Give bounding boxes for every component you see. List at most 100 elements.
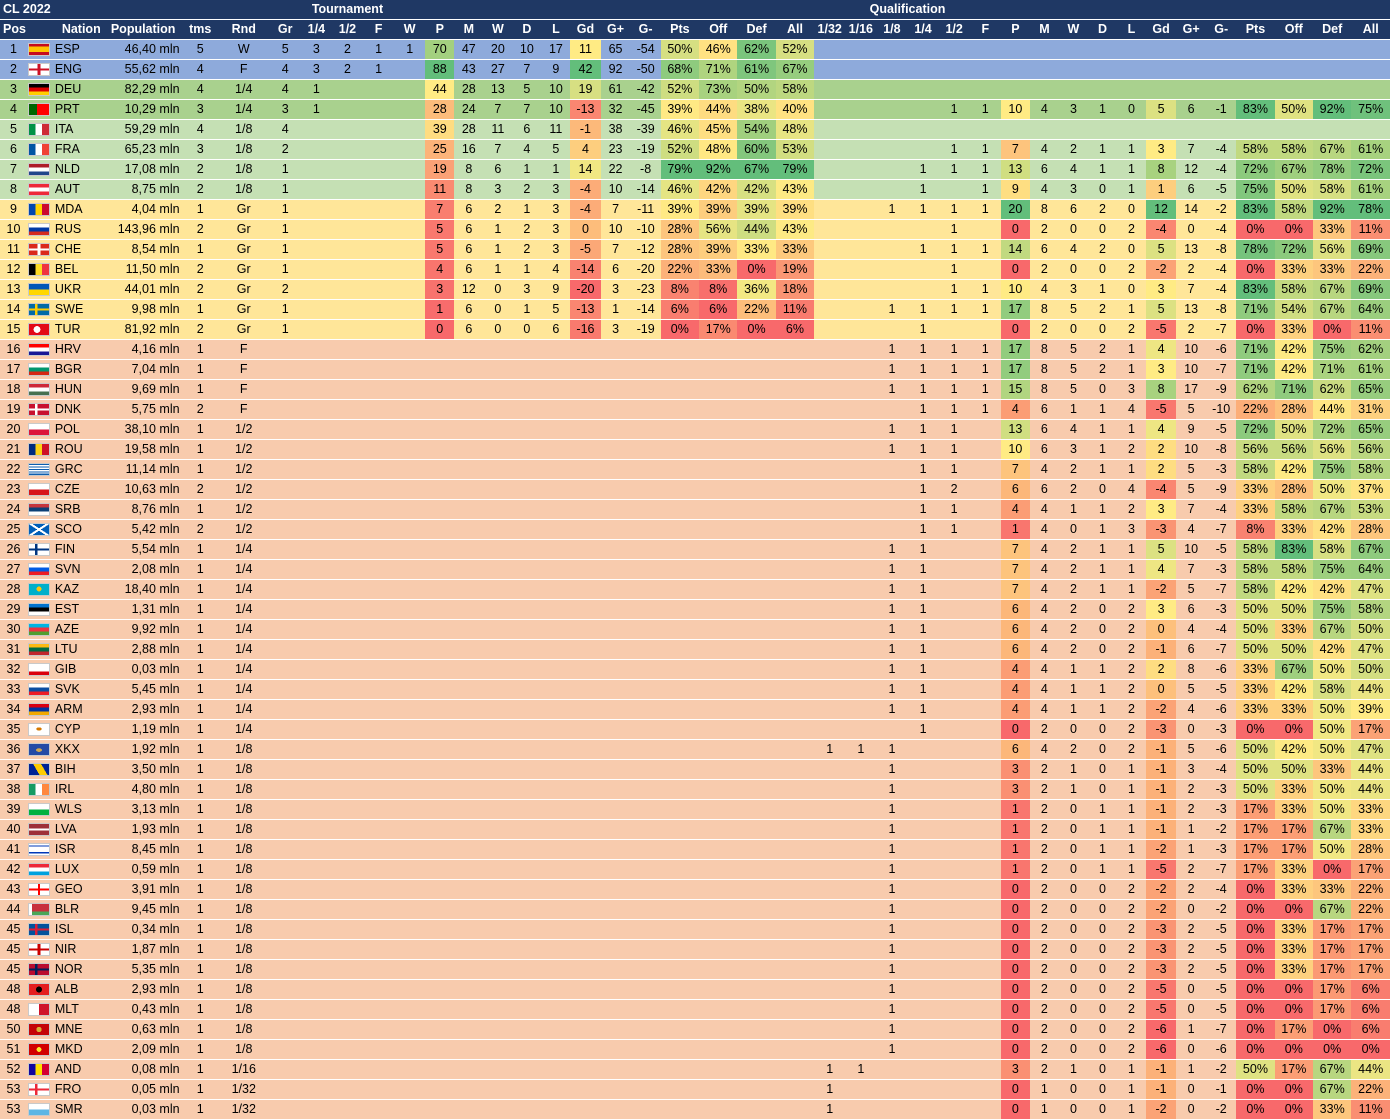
qualification-cell xyxy=(814,1039,846,1060)
qualification-cell xyxy=(1351,119,1390,140)
qualification-cell xyxy=(876,219,908,240)
tournament-cell xyxy=(269,839,301,860)
qualification-cell xyxy=(876,239,908,260)
pos-cell: 48 xyxy=(0,979,27,1000)
qualification-cell xyxy=(1116,39,1147,60)
population-cell: 143,96 mln xyxy=(103,219,183,240)
qualification-cell: 1 xyxy=(1116,559,1147,580)
tournament-cell xyxy=(775,999,815,1020)
pos-cell: 12 xyxy=(0,259,27,280)
tournament-cell xyxy=(630,799,661,820)
qualification-cell: 58% xyxy=(1274,139,1313,160)
column-header: 1/2 xyxy=(938,19,970,40)
qualification-cell xyxy=(845,59,877,80)
qualification-cell: 58% xyxy=(1236,559,1275,580)
tournament-cell xyxy=(775,799,815,820)
qualification-cell: -1 xyxy=(1146,1079,1177,1100)
table-row: 48 MLT 0,43 mln 1 1/8 1 0 2 0 0 2 -5 0 -5 0% 0% 17% 6% xyxy=(0,999,1390,1020)
tournament-cell xyxy=(541,1019,571,1040)
qualification-cell: 4 xyxy=(1146,559,1177,580)
qualification-cell: -4 xyxy=(1206,279,1237,300)
tournament-cell xyxy=(570,779,601,800)
qualification-cell: 0 xyxy=(1000,919,1030,940)
flag-sco-icon xyxy=(28,523,51,537)
column-header: L xyxy=(541,19,571,40)
tms-cell: 1 xyxy=(182,799,218,820)
flag-bih-icon xyxy=(28,763,51,777)
qualification-cell: 1 xyxy=(907,439,939,460)
tournament-cell: 6% xyxy=(699,299,738,320)
qualification-cell: 3 xyxy=(1116,379,1147,400)
qualification-cell: 2 xyxy=(1116,679,1147,700)
table-row: 15 TUR 81,92 mln 2 Gr 1 0 6 0 0 6 -16 3 -19 0% 17% 0% 6% 1… xyxy=(0,319,1390,340)
table-row: 2 ENG 55,62 mln 4 F 4 3 2 1 88 43 27 7 9 42 92 -50 68% 71%… xyxy=(0,59,1390,80)
qualification-cell: 1 xyxy=(814,1079,846,1100)
tournament-cell: 1 xyxy=(600,299,631,320)
tournament-cell: 4 xyxy=(541,259,571,280)
tournament-cell xyxy=(630,599,661,620)
qualification-cell xyxy=(876,79,908,100)
qualification-cell xyxy=(845,919,877,940)
column-header: P xyxy=(1000,19,1030,40)
tournament-cell xyxy=(363,999,395,1020)
qualification-cell: 10 xyxy=(1000,439,1030,460)
tournament-cell xyxy=(570,739,601,760)
qualification-cell xyxy=(845,999,877,1020)
flag-cell xyxy=(26,259,52,280)
pos-cell: 27 xyxy=(0,559,27,580)
qualification-cell: 83% xyxy=(1274,539,1313,560)
qualification-cell: 50% xyxy=(1274,639,1313,660)
tournament-cell xyxy=(394,739,426,760)
tournament-cell: 65 xyxy=(600,39,631,60)
qualification-cell: 0 xyxy=(1176,219,1207,240)
tournament-cell xyxy=(600,539,631,560)
tournament-cell: 3 xyxy=(483,179,513,200)
nation-cell: WLS xyxy=(51,799,104,820)
qualification-cell: 2 xyxy=(1146,459,1177,480)
tournament-cell xyxy=(331,139,363,160)
tournament-cell: 2 xyxy=(269,279,301,300)
tournament-cell xyxy=(269,639,301,660)
tournament-cell xyxy=(483,559,513,580)
tournament-cell xyxy=(775,519,815,540)
pos-cell: 2 xyxy=(0,59,27,80)
qualification-cell: 3 xyxy=(1146,279,1177,300)
qualification-cell xyxy=(845,599,877,620)
population-cell: 9,92 mln xyxy=(103,619,183,640)
tournament-cell xyxy=(600,339,631,360)
qualification-cell: 58% xyxy=(1274,499,1313,520)
qualification-cell: 1 xyxy=(938,259,970,280)
tournament-cell: 56% xyxy=(699,219,738,240)
qualification-cell: 69% xyxy=(1351,279,1390,300)
nation-cell: BLR xyxy=(51,899,104,920)
tournament-cell xyxy=(737,1039,776,1060)
qualification-cell xyxy=(969,459,1001,480)
tournament-cell xyxy=(737,699,776,720)
qualification-cell xyxy=(938,919,970,940)
tournament-cell: 5 xyxy=(512,79,542,100)
qualification-cell: 11% xyxy=(1351,219,1390,240)
qualification-cell: 2 xyxy=(1087,199,1117,220)
qualification-cell: 0 xyxy=(1087,639,1117,660)
qualification-cell: 2 xyxy=(1176,959,1207,980)
flag-cze-icon xyxy=(28,483,51,497)
qualification-cell: 1 xyxy=(907,659,939,680)
qualification-cell xyxy=(876,179,908,200)
tournament-cell xyxy=(600,679,631,700)
tournament-cell xyxy=(363,219,395,240)
tournament-cell: 43 xyxy=(454,59,484,80)
tournament-cell xyxy=(775,659,815,680)
tournament-cell: 50% xyxy=(660,39,700,60)
flag-cell xyxy=(26,679,52,700)
qualification-cell: 1 xyxy=(1087,99,1117,120)
qualification-cell: 2 xyxy=(1058,599,1088,620)
tournament-cell xyxy=(630,879,661,900)
population-cell: 1,87 mln xyxy=(103,939,183,960)
tournament-cell xyxy=(737,539,776,560)
tournament-cell xyxy=(394,1099,426,1120)
tournament-cell xyxy=(660,879,700,900)
tms-cell: 1 xyxy=(182,459,218,480)
qualification-cell: 6 xyxy=(1000,619,1030,640)
tournament-cell xyxy=(600,459,631,480)
tournament-cell: -14 xyxy=(570,259,601,280)
